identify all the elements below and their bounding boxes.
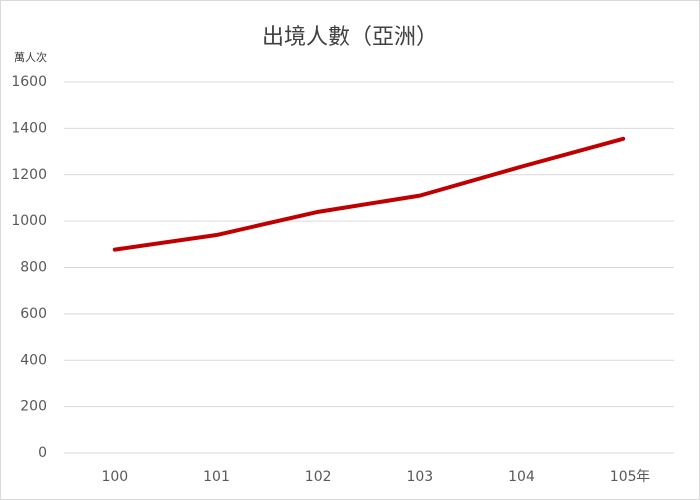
x-axis-label: 年 (636, 469, 650, 485)
x-tick-label: 102 (305, 469, 332, 485)
y-tick-label: 1000 (11, 213, 47, 229)
x-tick-label: 100 (101, 469, 128, 485)
y-tick-label: 600 (20, 306, 47, 322)
y-tick-label: 800 (20, 260, 47, 276)
y-tick-label: 1200 (11, 167, 47, 183)
y-tick-label: 0 (38, 445, 47, 461)
x-tick-label: 104 (508, 469, 535, 485)
x-tick-label: 105 (610, 469, 637, 485)
y-tick-label: 400 (20, 352, 47, 368)
data-line (112, 136, 626, 252)
y-tick-label: 1400 (11, 120, 47, 136)
x-tick-label: 101 (203, 469, 230, 485)
x-tick-label: 103 (406, 469, 433, 485)
y-tick-label: 1600 (11, 74, 47, 90)
chart-title: 出境人數（亞洲） (262, 25, 438, 50)
y-axis-label: 萬人次 (14, 50, 47, 64)
y-tick-label: 200 (20, 399, 47, 415)
